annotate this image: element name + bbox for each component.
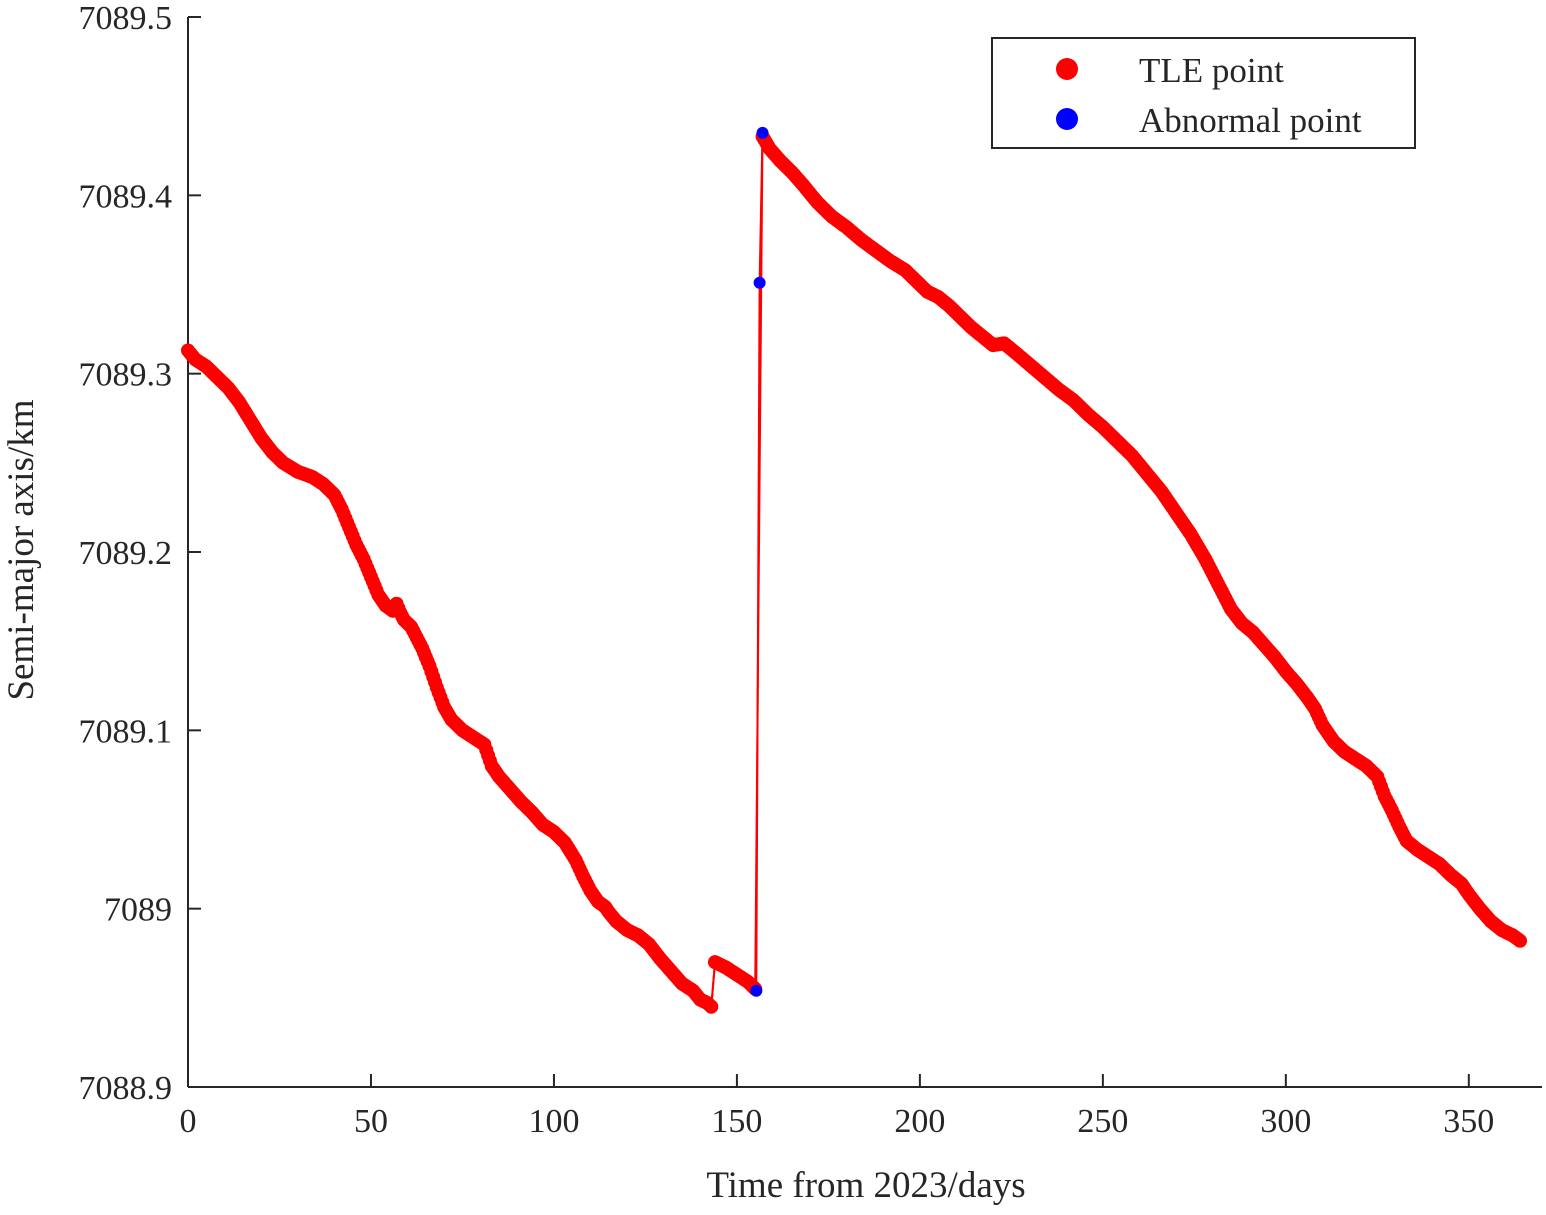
abnormal-point (756, 126, 769, 139)
tle-point (1513, 933, 1528, 948)
tle-point (704, 999, 719, 1014)
x-tick-label: 200 (894, 1103, 945, 1140)
legend-label-abnormal: Abnormal point (1139, 101, 1362, 140)
legend-label-tle: TLE point (1139, 51, 1284, 90)
axes (187, 17, 1542, 1088)
x-tick-label: 250 (1077, 1103, 1128, 1140)
x-tick-label: 150 (711, 1103, 762, 1140)
abnormal-point (750, 984, 763, 997)
ticks-layer: 0 50 100 150 200 250 300 350 7088.9 7089 7089.1 708… (79, 0, 1495, 1140)
series-layer (181, 126, 1528, 1014)
y-axis-label: Semi-major axis/km (1, 399, 42, 700)
y-tick-label: 7089 (104, 892, 172, 929)
x-tick-label: 300 (1260, 1103, 1311, 1140)
y-tick-label: 7089.2 (79, 535, 173, 572)
x-tick-label: 100 (528, 1103, 579, 1140)
legend-marker-abnormal (1056, 108, 1078, 130)
x-tick-label: 350 (1443, 1103, 1494, 1140)
tle-series-line (187, 132, 1521, 1009)
y-tick-label: 7089.5 (79, 0, 173, 37)
legend-box (991, 37, 1416, 149)
abnormal-point (753, 276, 766, 289)
legend-marker-tle (1056, 58, 1078, 80)
x-axis-label: Time from 2023/days (706, 1165, 1025, 1206)
y-tick-label: 7089.4 (79, 178, 173, 215)
x-tick-label: 50 (354, 1103, 388, 1140)
y-tick-label: 7088.9 (79, 1070, 173, 1107)
x-tick-label: 0 (180, 1103, 197, 1140)
y-tick-label: 7089.1 (79, 713, 173, 750)
legend: TLE point Abnormal point (991, 37, 1416, 149)
y-tick-label: 7089.3 (79, 357, 173, 394)
